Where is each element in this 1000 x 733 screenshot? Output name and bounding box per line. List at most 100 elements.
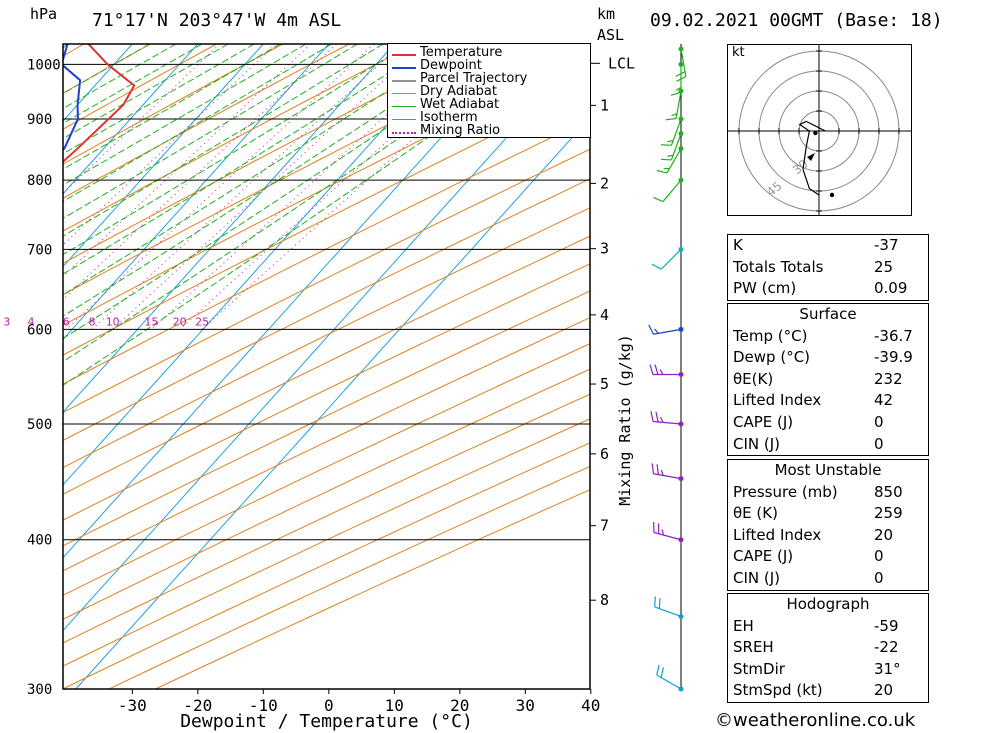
mixing-ratio-line xyxy=(63,44,312,278)
copyright-link[interactable]: ©weatheronline.co.uk xyxy=(715,710,916,731)
index-row: Dewp (°C) -39.9 xyxy=(733,348,913,367)
dry-adiabat-line xyxy=(63,44,151,94)
wind-barb-flag xyxy=(667,140,674,143)
wet-adiabat-line xyxy=(63,44,460,296)
km-tick-label: 2 xyxy=(600,174,609,192)
wind-barb-flag xyxy=(661,529,665,536)
mixing-ratio-line xyxy=(63,44,221,195)
dry-adiabat-line xyxy=(63,44,217,130)
wet-adiabat-line xyxy=(63,44,203,125)
isotherm-line xyxy=(63,44,199,195)
mixing-ratio-label: 25 xyxy=(195,315,209,328)
isotherm-line xyxy=(63,44,264,268)
isotherm-line xyxy=(0,44,1,689)
wind-barb-staff xyxy=(660,248,682,270)
wind-barb xyxy=(653,522,684,543)
wind-barb-flag xyxy=(655,411,659,423)
km-tick-label: 4 xyxy=(600,306,609,324)
km-tick-label: 5 xyxy=(600,375,609,393)
hodograph-table: Hodograph EH -59 SREH -22 StmDir 31° StmSpd… xyxy=(727,593,929,703)
index-row: Totals Totals 25 xyxy=(733,257,894,276)
index-row: StmSpd (kt) 20 xyxy=(733,681,894,700)
mixing-ratio-label: 10 xyxy=(106,315,120,328)
storm-motion-arrow xyxy=(807,153,815,161)
wind-barb xyxy=(665,88,684,121)
wet-adiabat-line xyxy=(63,44,486,317)
wind-barb-flag xyxy=(675,86,682,91)
wind-barb-staff xyxy=(675,90,682,119)
hodograph-end-dot xyxy=(813,130,818,136)
temperature-profile xyxy=(63,44,136,164)
wet-adiabat-line xyxy=(63,44,255,155)
dry-adiabat-line xyxy=(63,290,590,547)
dry-adiabat-line xyxy=(63,44,284,165)
dry-adiabat-line xyxy=(63,44,350,199)
index-row: Lifted Index 42 xyxy=(733,391,894,410)
pressure-tick-label: 300 xyxy=(27,682,52,698)
wind-barb-flag xyxy=(659,416,664,423)
dry-adiabat-line xyxy=(155,489,590,689)
wind-barb xyxy=(656,664,684,692)
wind-barb xyxy=(650,411,684,427)
wind-barb-flag xyxy=(660,667,665,678)
hodograph-title: Hodograph xyxy=(786,595,870,613)
index-row: SREH -22 xyxy=(733,638,899,657)
dry-adiabat-line xyxy=(63,87,590,356)
wind-barb-staff xyxy=(653,473,682,480)
index-row: θE (K) 259 xyxy=(733,504,903,523)
wind-barb xyxy=(660,131,684,161)
mixing-ratio-line xyxy=(63,44,277,246)
temperature-tick-label: 30 xyxy=(516,696,535,715)
km-tick-label: 1 xyxy=(600,96,609,114)
legend-item-mixing-ratio: Mixing Ratio xyxy=(388,124,588,139)
km-tick-label: 7 xyxy=(600,517,609,535)
mixing-ratio-label: 3 xyxy=(3,315,10,328)
mixing-ratio-label: 4 xyxy=(28,315,35,328)
mixing-ratio-line xyxy=(65,44,375,330)
isotherm-line xyxy=(75,116,590,689)
wet-adiabat-line xyxy=(63,44,177,110)
index-row: EH -59 xyxy=(733,616,899,635)
wind-barb-flag xyxy=(651,463,655,474)
mixing-ratio-label: 6 xyxy=(63,315,70,328)
wet-adiabat-line xyxy=(63,44,409,256)
mixing-ratio-label: 20 xyxy=(173,315,187,328)
wet-adiabat-line xyxy=(63,44,384,237)
units-asl: ASL xyxy=(597,26,625,44)
location-label: 71°17'N 203°47'W 4m ASL xyxy=(92,10,342,31)
index-row: Temp (°C) -36.7 xyxy=(733,326,913,345)
wind-barb-flag xyxy=(665,117,677,121)
dry-adiabat-line xyxy=(63,44,85,57)
dry-adiabat-line xyxy=(63,44,482,264)
x-axis-label: Dewpoint / Temperature (°C) xyxy=(180,711,473,732)
wind-barb-flag xyxy=(651,263,662,270)
wind-barb-flag xyxy=(656,169,668,174)
wind-barb xyxy=(653,177,684,203)
wind-barb-flag xyxy=(659,369,664,375)
wet-adiabat-line xyxy=(63,44,537,363)
dry-adiabat-line xyxy=(63,418,590,667)
temperature-tick-label: 20 xyxy=(450,696,469,715)
plot-frame xyxy=(62,43,591,690)
km-tick-label: 8 xyxy=(600,591,609,609)
wind-barb-flag xyxy=(649,364,654,375)
legend-item-wet-adiabat: Wet Adiabat xyxy=(388,98,588,113)
index-row: CAPE (J) 0 xyxy=(733,547,884,566)
dry-adiabat-line xyxy=(63,317,590,572)
wind-barb xyxy=(651,246,684,270)
dry-adiabat-line xyxy=(108,465,590,689)
dry-adiabat-line xyxy=(63,442,590,689)
wind-barb xyxy=(649,364,684,378)
wet-adiabat-line xyxy=(63,44,281,170)
km-tick-label: 6 xyxy=(600,445,609,463)
km-tick-label: 3 xyxy=(600,240,609,258)
wind-barb-staff xyxy=(653,531,682,541)
index-row: Lifted Index 20 xyxy=(733,525,894,544)
legend-item-temperature: Temperature xyxy=(388,46,588,61)
wind-barb-flag xyxy=(654,364,659,375)
surface-table: Surface Temp (°C) -36.7 Dewp (°C) -39.9 θE… xyxy=(727,303,929,457)
dry-adiabat-line xyxy=(63,207,590,469)
wind-barb-flag xyxy=(660,469,664,476)
wind-barb-staff xyxy=(656,674,682,690)
